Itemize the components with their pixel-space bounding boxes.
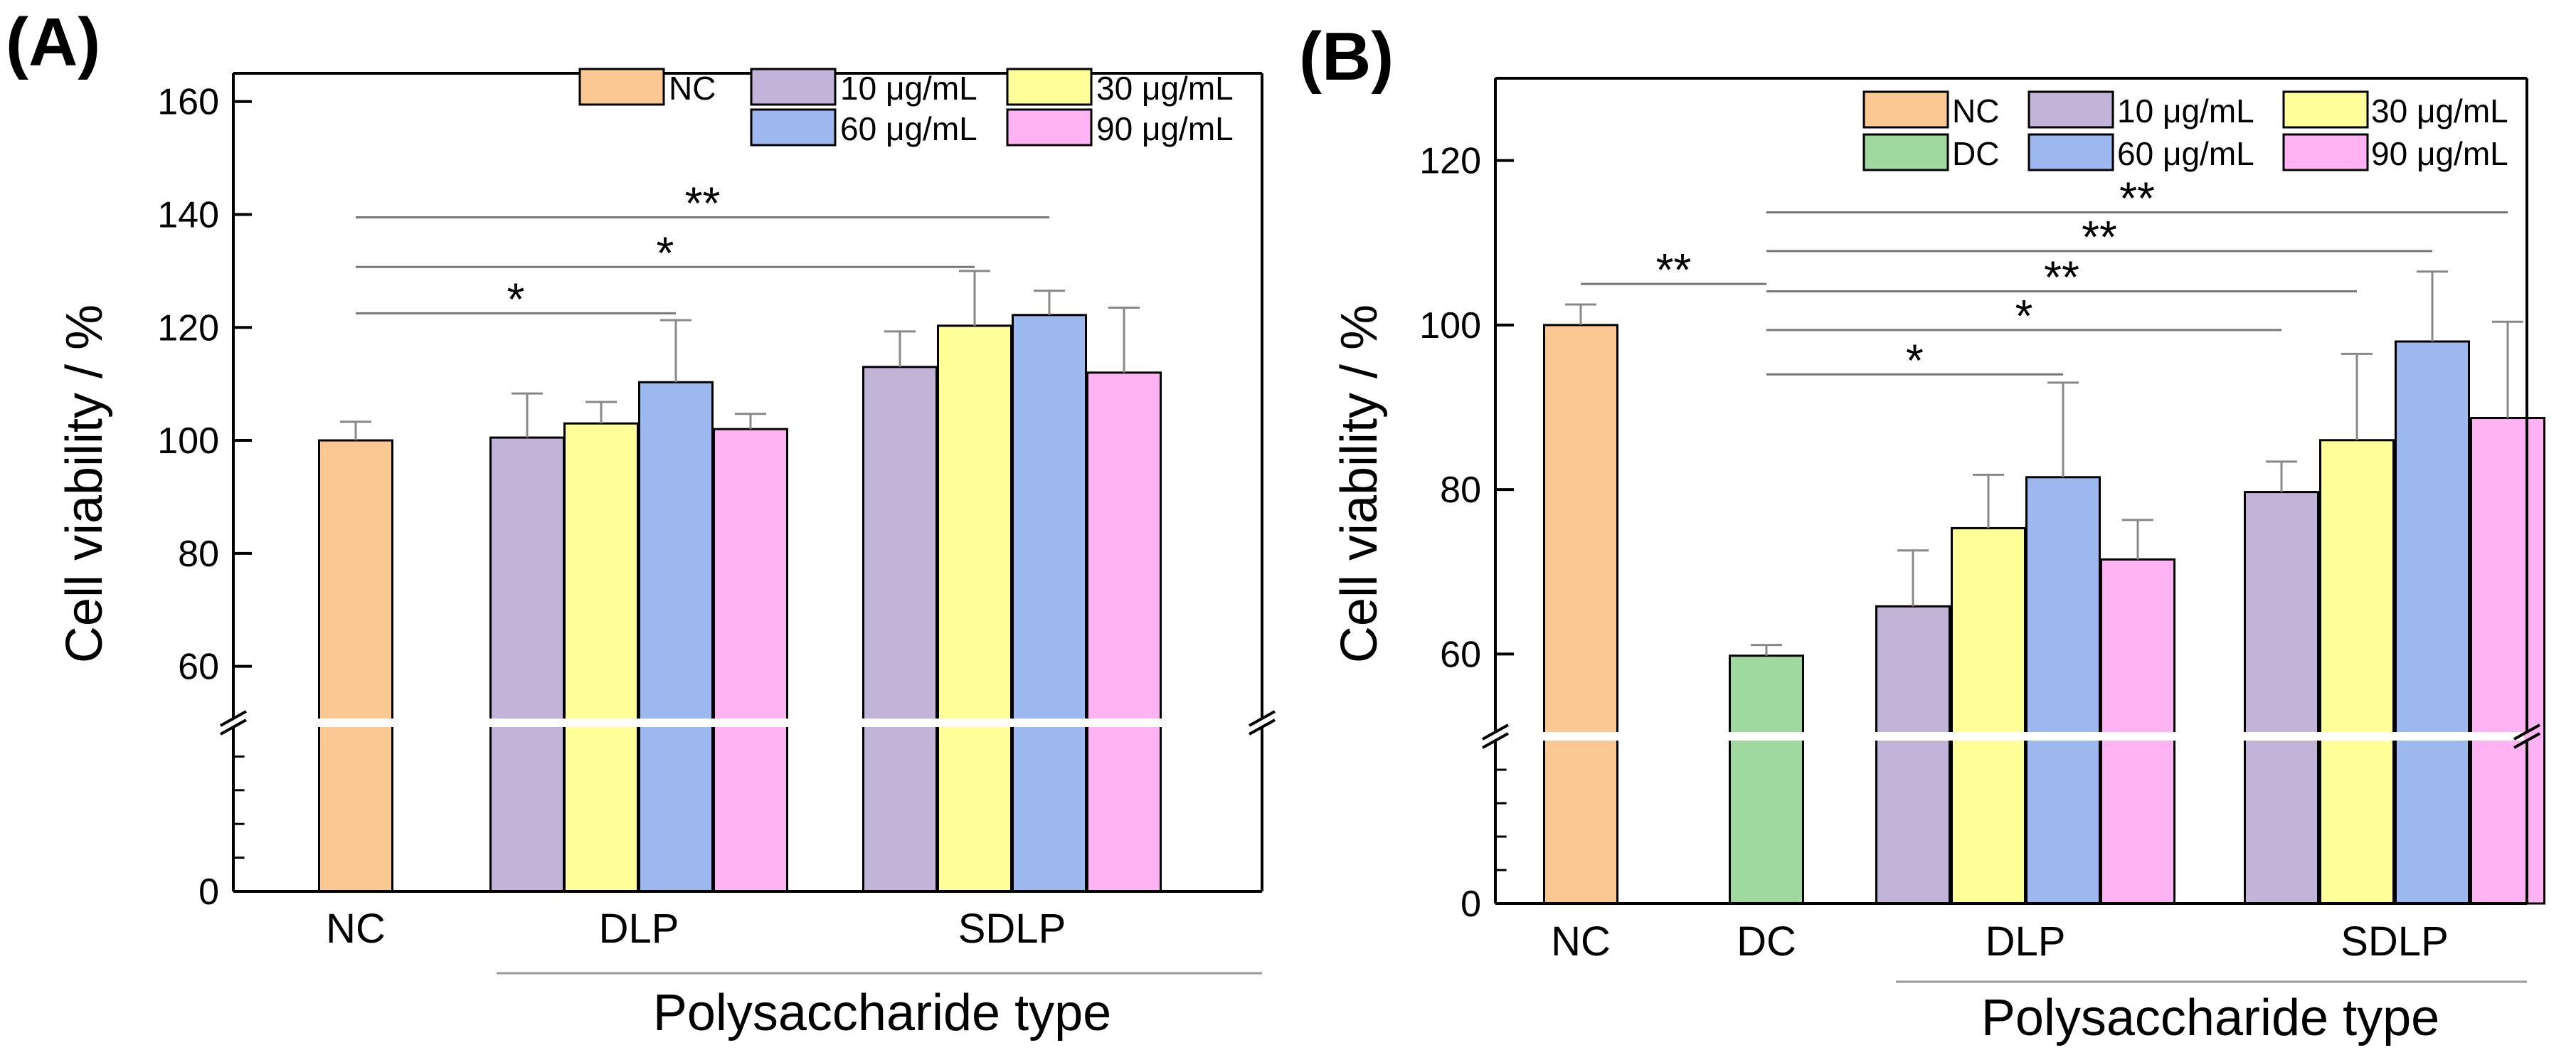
legend-swatch bbox=[750, 108, 837, 147]
y-tick-label: 120 bbox=[157, 307, 219, 349]
legend-swatch bbox=[1862, 90, 1949, 129]
y-axis-title: Cell viability / % bbox=[1331, 304, 1388, 663]
bar-b-1-0 bbox=[1729, 654, 1804, 905]
x-category-label: SDLP bbox=[2341, 918, 2449, 965]
bar-a-2-2 bbox=[1012, 314, 1087, 893]
y-tick-label: 160 bbox=[157, 82, 219, 123]
x-category-label: DLP bbox=[1986, 918, 2066, 965]
significance-label: * bbox=[1906, 334, 1924, 386]
legend-label: 90 μg/mL bbox=[2371, 135, 2508, 172]
legend-label: NC bbox=[669, 70, 716, 107]
bar-b-2-0 bbox=[1875, 605, 1951, 905]
x-axis-title: Polysaccharide type bbox=[653, 985, 1111, 1042]
x-category-label: SDLP bbox=[958, 906, 1066, 952]
y-tick-label: 140 bbox=[157, 194, 219, 235]
legend-label: 30 μg/mL bbox=[1096, 70, 1234, 107]
legend-swatch bbox=[2282, 133, 2369, 171]
legend-swatch bbox=[578, 68, 665, 106]
legend-swatch bbox=[1862, 133, 1949, 171]
panel-b: (B) 0 60 80 100 120 NC DC DLP SDLP Polysaccharide … bbox=[1299, 18, 2545, 1046]
legend-swatch bbox=[750, 68, 837, 106]
legend-swatch bbox=[1006, 68, 1093, 106]
legend-swatch bbox=[2028, 90, 2114, 129]
y-tick-label: 100 bbox=[1419, 305, 1481, 346]
bar-b-3-2 bbox=[2395, 340, 2470, 905]
bar-b-2-2 bbox=[2025, 476, 2101, 905]
legend-label: 60 μg/mL bbox=[840, 110, 977, 147]
x-category-label: DLP bbox=[599, 906, 679, 952]
legend-label: 30 μg/mL bbox=[2371, 92, 2508, 129]
axis-break-mark bbox=[220, 710, 247, 727]
axis-break-band bbox=[1498, 732, 2524, 741]
axis-break-mark bbox=[1482, 732, 1509, 749]
bar-b-2-3 bbox=[2100, 558, 2175, 905]
y-tick-label: 120 bbox=[1419, 141, 1481, 182]
bar-b-3-0 bbox=[2244, 491, 2319, 905]
legend-label: 10 μg/mL bbox=[2117, 92, 2254, 129]
bar-b-3-1 bbox=[2319, 439, 2395, 905]
x-category-label: NC bbox=[326, 906, 386, 952]
bar-a-2-3 bbox=[1086, 371, 1162, 893]
panel-label: (A) bbox=[6, 4, 100, 80]
axis-break-band bbox=[236, 719, 1259, 727]
x-axis-title: Polysaccharide type bbox=[1981, 990, 2439, 1046]
bar-b-2-1 bbox=[1951, 526, 2026, 905]
significance-label: ** bbox=[1656, 244, 1692, 295]
bar-a-1-2 bbox=[638, 381, 714, 893]
bar-a-1-3 bbox=[713, 428, 788, 893]
axis-break-mark bbox=[1249, 710, 1276, 727]
legend-label: DC bbox=[1952, 135, 1999, 172]
significance-label: ** bbox=[2044, 251, 2079, 302]
bar-a-2-0 bbox=[862, 366, 938, 893]
significance-label: * bbox=[507, 273, 525, 324]
y-tick-label: 100 bbox=[157, 420, 219, 462]
legend-swatch bbox=[2282, 90, 2369, 129]
y-tick-label: 80 bbox=[1440, 470, 1481, 511]
axis-break-mark bbox=[2513, 732, 2540, 749]
legend-label: 10 μg/mL bbox=[840, 70, 977, 107]
axis-break-mark bbox=[220, 719, 247, 736]
legend-label: 60 μg/mL bbox=[2117, 135, 2254, 172]
legend-swatch bbox=[2028, 133, 2114, 171]
legend-swatch bbox=[1006, 108, 1093, 147]
significance-label: * bbox=[657, 227, 674, 278]
x-category-label: DC bbox=[1737, 918, 1796, 965]
panel-a: (A) 0 60 80 100 120 140 160 NC DLP SDLP Polysacchar… bbox=[6, 4, 1276, 1042]
legend-label: NC bbox=[1952, 92, 1999, 129]
bar-a-0-0 bbox=[318, 439, 393, 893]
axis-break-mark bbox=[1482, 724, 1509, 741]
y-tick-label: 60 bbox=[178, 647, 219, 688]
axis-break-mark bbox=[1249, 719, 1276, 736]
y-tick-label: 0 bbox=[1461, 884, 1481, 925]
axis-break-mark bbox=[2513, 724, 2540, 741]
bar-a-2-1 bbox=[937, 324, 1012, 893]
y-axis-title: Cell viability / % bbox=[56, 304, 113, 663]
legend-label: 90 μg/mL bbox=[1096, 110, 1234, 147]
panel-label: (B) bbox=[1299, 18, 1394, 95]
significance-label: ** bbox=[685, 177, 721, 228]
y-tick-label: 60 bbox=[1440, 634, 1481, 675]
y-tick-label: 80 bbox=[178, 534, 219, 575]
significance-label: ** bbox=[2082, 211, 2117, 263]
bar-a-1-1 bbox=[563, 422, 639, 893]
y-tick-label: 0 bbox=[198, 871, 219, 913]
bar-b-3-3 bbox=[2470, 417, 2545, 905]
x-category-label: NC bbox=[1551, 918, 1611, 965]
significance-label: * bbox=[2015, 290, 2033, 341]
bar-a-1-0 bbox=[489, 436, 565, 893]
bar-b-0-0 bbox=[1543, 324, 1618, 905]
significance-label: ** bbox=[2119, 172, 2155, 223]
